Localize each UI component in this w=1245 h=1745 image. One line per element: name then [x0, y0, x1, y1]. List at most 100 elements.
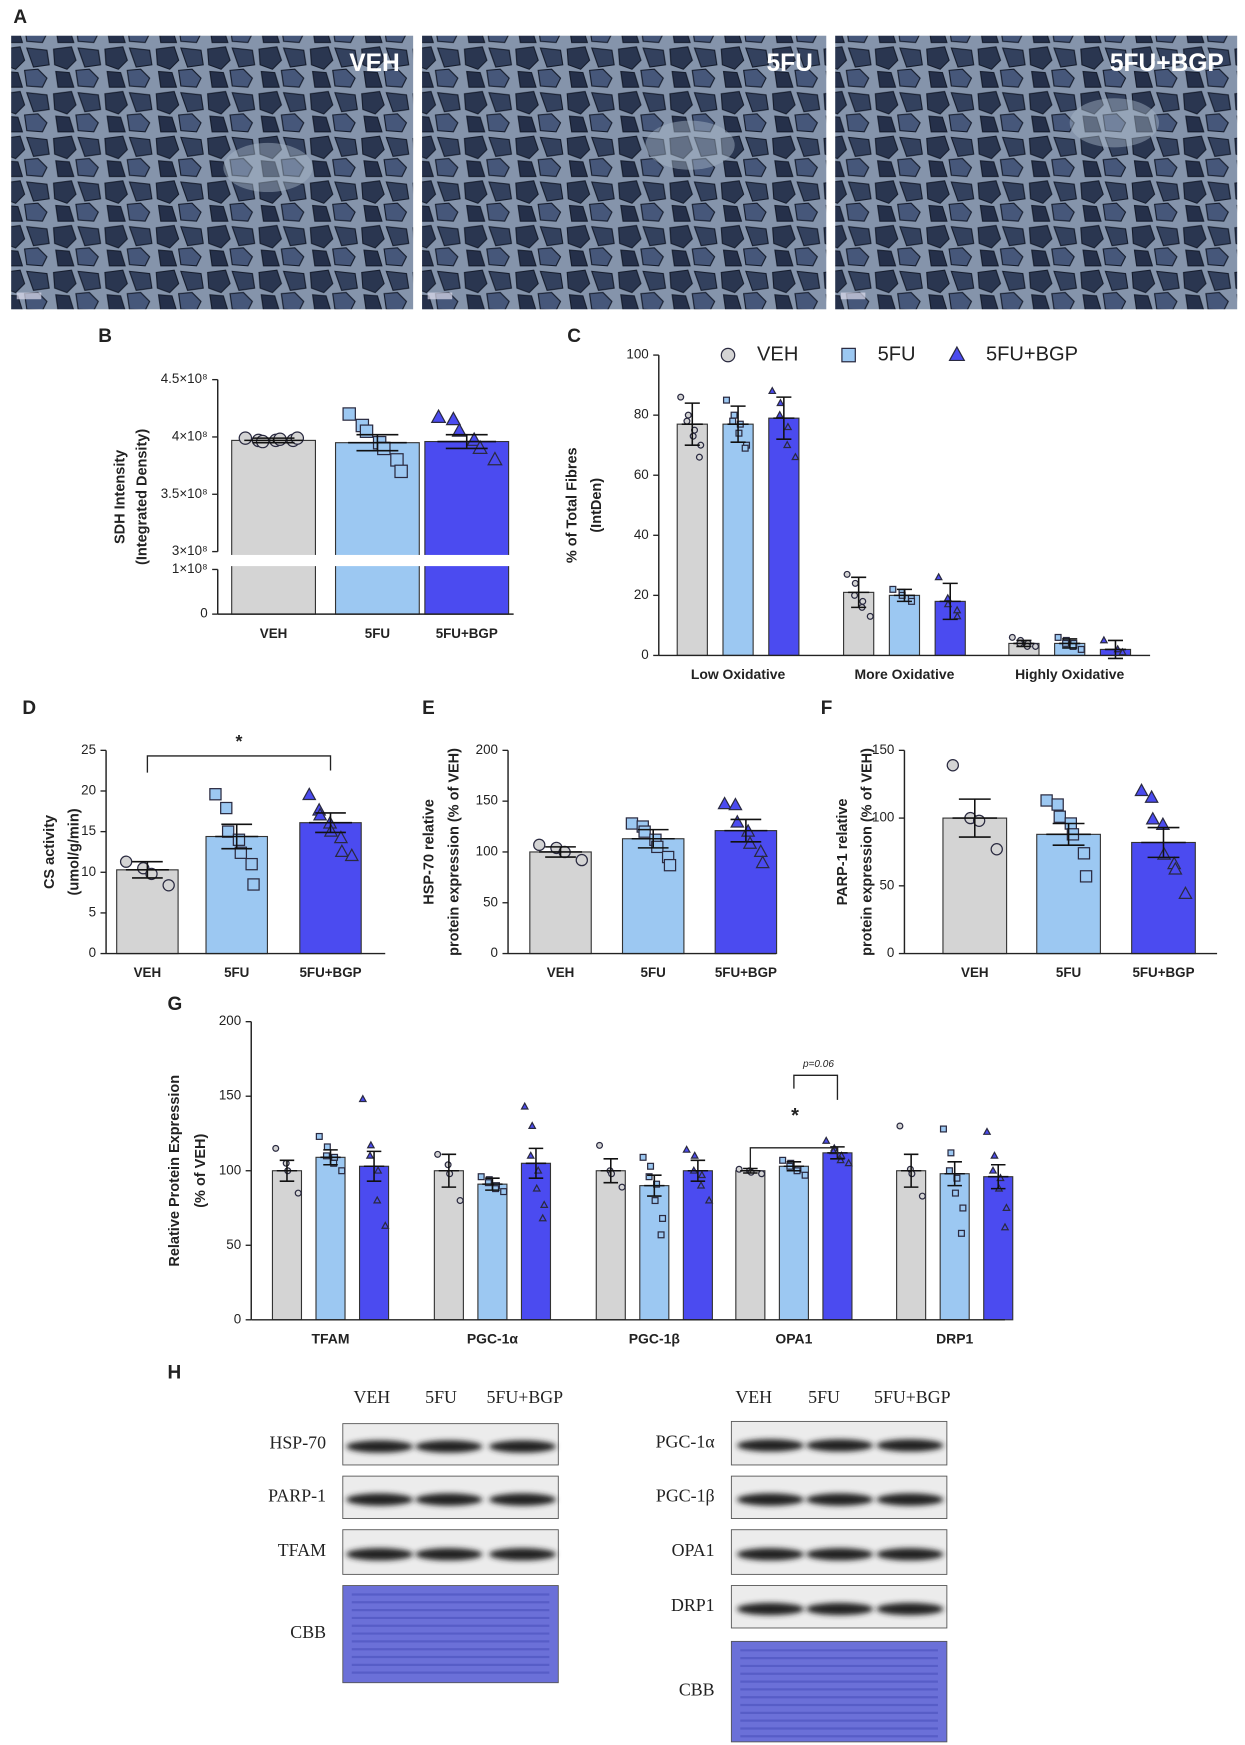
scale-bar — [16, 292, 42, 300]
data-point — [1054, 633, 1062, 641]
data-point — [684, 411, 692, 419]
legend-label: 5FU — [878, 343, 916, 365]
data-point — [1144, 789, 1159, 803]
data-point — [990, 1151, 999, 1159]
protein-band — [736, 1602, 804, 1616]
protein-band — [346, 1493, 414, 1506]
data-point — [294, 1189, 302, 1197]
lane-label: 5FU — [808, 1387, 840, 1407]
data-point — [704, 1195, 714, 1204]
protein-band — [736, 1439, 804, 1452]
data-point — [247, 878, 260, 891]
micrograph — [422, 35, 827, 310]
data-point — [1134, 783, 1149, 797]
data-point — [451, 422, 468, 437]
error-bar — [276, 1159, 298, 1182]
data-point — [841, 347, 856, 363]
data-point — [755, 855, 770, 869]
y-axis-label: protein expression (% of VEH) — [859, 748, 875, 956]
error-bar — [539, 846, 583, 858]
data-point — [372, 1195, 382, 1204]
protein-band — [489, 1440, 557, 1453]
data-point — [255, 434, 270, 449]
data-point — [851, 579, 859, 587]
y-tick-label: 100 — [476, 843, 498, 858]
y-tick-label: 50 — [483, 894, 498, 909]
x-tick-label: 5FU+BGP — [436, 626, 498, 641]
data-point — [695, 453, 703, 461]
data-point — [957, 1229, 965, 1237]
data-point — [1051, 798, 1064, 811]
row-label: DRP1 — [671, 1595, 715, 1615]
data-point — [209, 788, 222, 801]
x-tick-label: VEH — [961, 965, 989, 980]
protein-band — [806, 1439, 874, 1452]
error-bar — [681, 402, 703, 446]
legend-label: 5FU+BGP — [986, 343, 1078, 365]
y-tick-label: 0 — [200, 606, 207, 621]
data-point — [959, 1204, 967, 1212]
data-point — [951, 1189, 959, 1197]
protein-band — [736, 1548, 804, 1561]
x-tick-label: PGC-1α — [467, 1331, 519, 1347]
error-bar — [363, 1150, 385, 1182]
data-point — [344, 848, 359, 862]
significance-label: p=0.06 — [802, 1059, 834, 1070]
x-tick-label: DRP1 — [936, 1331, 973, 1347]
error-bar — [773, 396, 795, 440]
data-point — [730, 814, 745, 828]
stain-panel — [730, 1640, 948, 1743]
data-point — [1077, 847, 1091, 860]
data-point — [358, 1094, 368, 1103]
x-tick-label: 5FU+BGP — [1132, 965, 1194, 980]
data-point — [990, 843, 1003, 856]
lane-label: VEH — [353, 1387, 390, 1407]
y-tick-label: 50 — [879, 877, 894, 892]
data-point — [1145, 811, 1160, 825]
data-point — [659, 1214, 667, 1222]
data-point — [836, 1155, 845, 1164]
data-point — [866, 612, 874, 620]
row-label: CBB — [290, 1622, 326, 1642]
protein-band — [736, 1493, 804, 1506]
protein-band — [489, 1548, 557, 1561]
data-point — [618, 1183, 626, 1191]
data-point — [526, 1151, 535, 1159]
micrograph-label: 5FU — [767, 50, 813, 77]
data-point — [696, 1180, 706, 1189]
protein-band — [876, 1548, 944, 1561]
micrograph-light-area — [223, 142, 313, 193]
x-tick-label: VEH — [260, 626, 288, 641]
data-point — [776, 398, 785, 407]
protein-band — [806, 1602, 874, 1616]
bar — [983, 1176, 1014, 1321]
data-point — [430, 408, 447, 423]
error-bar — [600, 1158, 621, 1184]
protein-band — [346, 1440, 414, 1453]
data-point — [651, 840, 664, 854]
error-bar — [1046, 822, 1091, 846]
data-point — [520, 1101, 529, 1110]
y-tick-label: 5 — [89, 904, 96, 919]
error-bar — [727, 405, 749, 443]
significance-label: * — [235, 731, 242, 751]
data-point — [234, 846, 248, 859]
y-tick-label: 0 — [234, 1311, 241, 1326]
y-tick-label: 150 — [219, 1088, 241, 1103]
panel-letter: A — [13, 7, 27, 28]
micrograph-label: 5FU+BGP — [1110, 50, 1224, 77]
micrograph — [11, 35, 414, 310]
protein-band — [806, 1548, 874, 1561]
data-point — [1077, 645, 1085, 653]
y-tick-label: 100 — [626, 347, 648, 362]
data-point — [575, 853, 588, 867]
bar — [424, 440, 510, 615]
data-point — [682, 1145, 691, 1153]
bar — [595, 1170, 626, 1321]
data-point — [768, 386, 777, 395]
protein-band — [876, 1493, 944, 1506]
data-point — [315, 1132, 323, 1140]
y-tick-label: 150 — [872, 742, 894, 757]
bar — [768, 417, 800, 656]
error-bar — [1013, 639, 1035, 648]
